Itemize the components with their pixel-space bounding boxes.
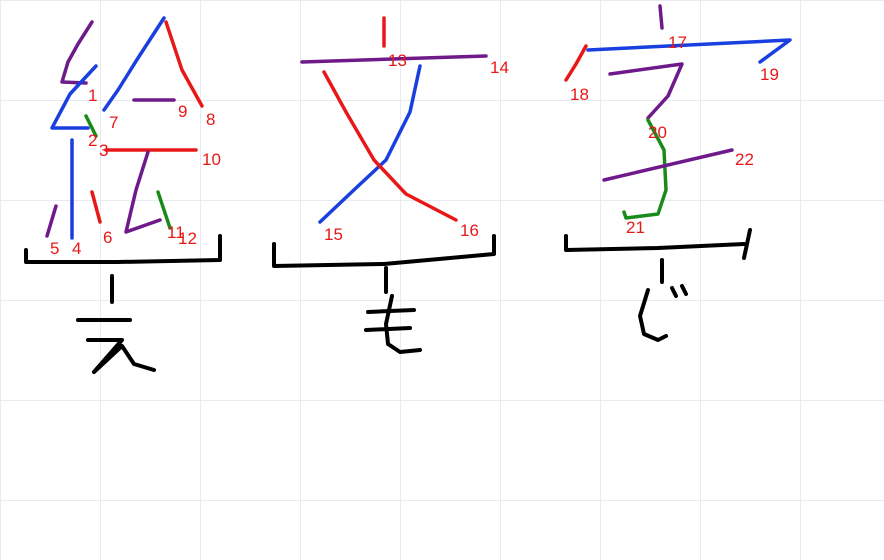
stroke-7 bbox=[102, 16, 166, 112]
reading-ji-stroke-1 bbox=[638, 288, 668, 342]
stroke-6 bbox=[90, 190, 102, 224]
character-e-reading bbox=[24, 234, 222, 374]
stroke-21 bbox=[622, 118, 668, 220]
reading-e-stroke-2 bbox=[86, 338, 156, 374]
bracket-ji-end bbox=[742, 228, 752, 260]
stroke-label: 8 bbox=[206, 110, 215, 129]
stroke-15 bbox=[318, 64, 422, 224]
stroke-label: 9 bbox=[178, 102, 187, 121]
bracket-ji bbox=[564, 234, 746, 252]
stroke-label: 2 bbox=[88, 131, 97, 150]
stroke-label: 10 bbox=[202, 150, 221, 169]
stroke-label: 15 bbox=[324, 225, 343, 244]
stroke-label: 16 bbox=[460, 221, 479, 240]
character-ji-strokes bbox=[564, 4, 792, 220]
stroke-label: 14 bbox=[490, 58, 509, 77]
stroke-label: 3 bbox=[99, 141, 108, 160]
stroke-19 bbox=[586, 38, 792, 64]
stroke-label: 18 bbox=[570, 85, 589, 104]
stroke-17 bbox=[658, 4, 664, 30]
stroke-12 bbox=[156, 190, 172, 230]
stroke-11 bbox=[124, 150, 162, 234]
stroke-label: 11 bbox=[167, 223, 185, 242]
reading-ji-dakuten-1 bbox=[670, 286, 678, 298]
reading-mo-stroke-1 bbox=[366, 308, 416, 314]
stroke-label: 22 bbox=[735, 150, 754, 169]
reading-mo-stroke-3 bbox=[384, 294, 422, 354]
stroke-20 bbox=[608, 62, 684, 120]
stroke-label: 12 bbox=[178, 229, 197, 248]
stroke-8 bbox=[164, 20, 204, 108]
stroke-3 bbox=[84, 114, 98, 138]
stroke-16 bbox=[322, 70, 458, 222]
character-mo-strokes bbox=[300, 16, 488, 224]
stroke-label: 21 bbox=[626, 218, 645, 237]
stroke-18 bbox=[564, 44, 588, 82]
stroke-label: 7 bbox=[109, 113, 118, 132]
stroke-label: 6 bbox=[103, 228, 112, 247]
stroke-1 bbox=[60, 20, 94, 85]
stroke-5 bbox=[45, 204, 58, 238]
reading-ji-dakuten-2 bbox=[680, 284, 688, 296]
character-mo-labels: 13 14 15 16 bbox=[324, 51, 509, 244]
stroke-label: 20 bbox=[648, 123, 667, 142]
character-e-strokes bbox=[45, 16, 204, 240]
stroke-label: 1 bbox=[88, 86, 97, 105]
stroke-22 bbox=[602, 148, 734, 182]
stroke-label: 4 bbox=[72, 239, 81, 258]
stroke-label: 19 bbox=[760, 65, 779, 84]
stroke-label: 17 bbox=[668, 33, 687, 52]
character-ji-reading bbox=[564, 228, 752, 342]
character-e-labels: 1 2 3 4 5 6 7 8 9 10 11 12 bbox=[50, 86, 221, 258]
bracket-e bbox=[24, 234, 222, 264]
character-mo-reading bbox=[272, 234, 496, 354]
character-ji-labels: 17 18 19 20 21 22 bbox=[570, 33, 779, 237]
stroke-label: 5 bbox=[50, 239, 59, 258]
stroke-label: 13 bbox=[388, 51, 407, 70]
stroke-14 bbox=[300, 54, 488, 64]
bracket-mo bbox=[272, 234, 496, 268]
stroke-2 bbox=[50, 64, 98, 130]
